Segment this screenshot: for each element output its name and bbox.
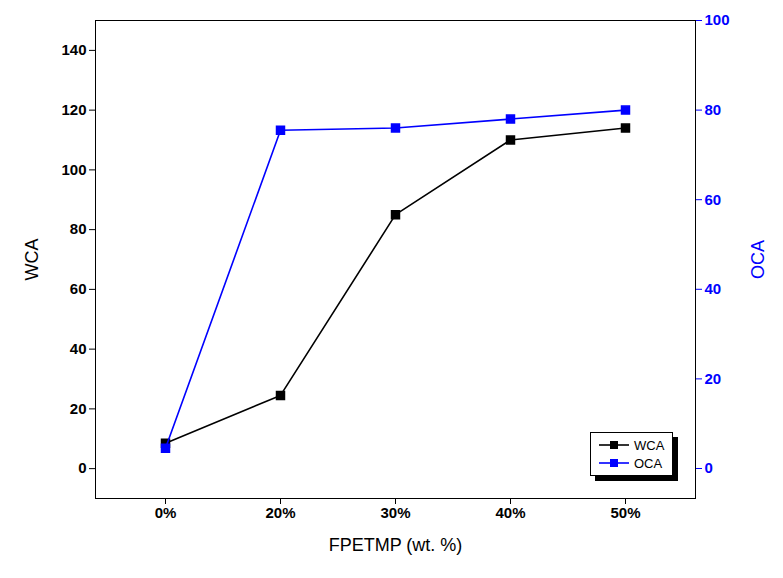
svg-text:60: 60	[70, 280, 87, 297]
svg-text:20%: 20%	[265, 504, 295, 521]
svg-text:100: 100	[61, 161, 86, 178]
svg-text:60: 60	[705, 190, 722, 207]
svg-text:40%: 40%	[495, 504, 525, 521]
svg-text:20: 20	[70, 400, 87, 417]
svg-text:OCA: OCA	[748, 240, 768, 279]
svg-text:FPETMP (wt. %): FPETMP (wt. %)	[329, 535, 463, 555]
svg-text:40: 40	[705, 280, 722, 297]
svg-text:120: 120	[61, 101, 86, 118]
html-text:OCA: OCA	[634, 455, 663, 471]
svg-text:80: 80	[70, 220, 87, 237]
svg-text:0%: 0%	[155, 504, 177, 521]
html-text:WCA: WCA	[634, 437, 665, 453]
svg-text:50%: 50%	[610, 504, 640, 521]
svg-text:0: 0	[78, 459, 86, 476]
svg-text:30%: 30%	[380, 504, 410, 521]
svg-text:WCA: WCA	[22, 239, 42, 281]
svg-text:40: 40	[70, 340, 87, 357]
svg-text:140: 140	[61, 41, 86, 58]
svg-text:20: 20	[705, 370, 722, 387]
svg-text:80: 80	[705, 101, 722, 118]
svg-text:0: 0	[705, 459, 713, 476]
svg-text:100: 100	[705, 11, 730, 28]
